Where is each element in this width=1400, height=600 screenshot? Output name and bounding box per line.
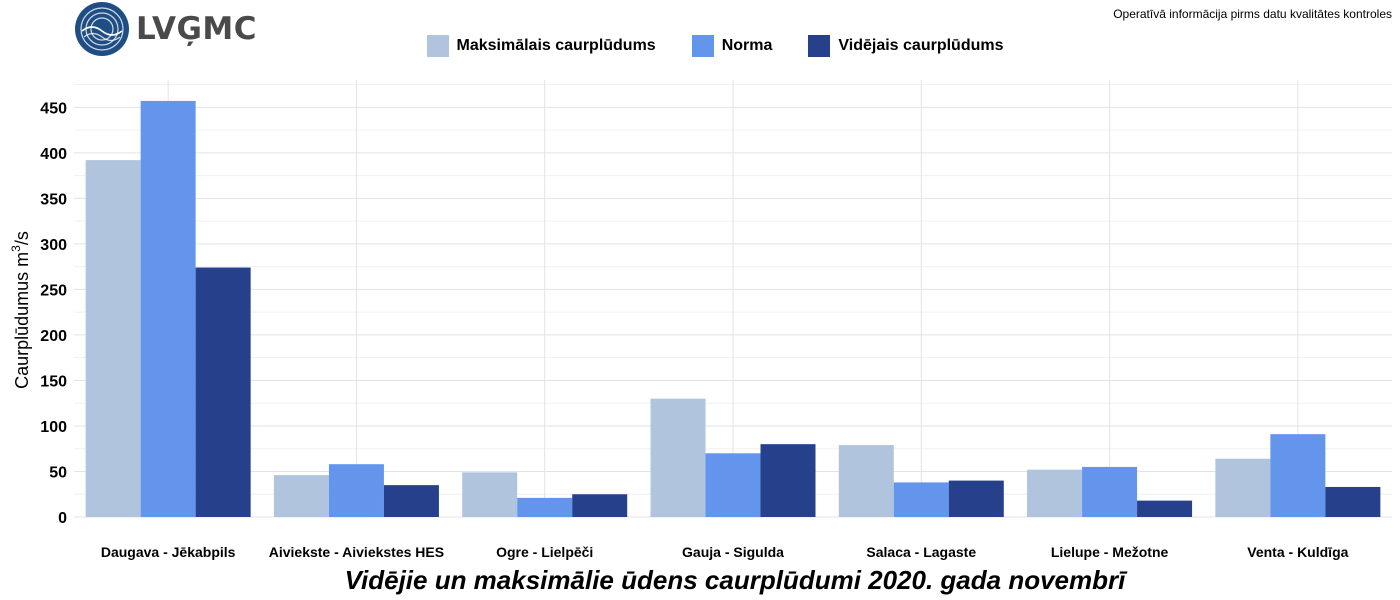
bar: [1270, 434, 1326, 517]
bar: [705, 453, 761, 517]
bar: [517, 497, 573, 517]
logo-text: LVĢMC: [136, 11, 258, 47]
bar: [273, 475, 329, 517]
bar: [85, 160, 141, 517]
bar: [1082, 466, 1138, 517]
logo-emblem-icon: [75, 2, 129, 56]
bar: [1027, 469, 1083, 517]
bar: [572, 494, 628, 517]
legend-label-max: Maksimālais caurplūdums: [456, 37, 656, 54]
logo: LVĢMC: [74, 0, 264, 58]
bar: [462, 472, 518, 517]
x-tick-label: Daugava - Jēkabpils: [101, 544, 236, 560]
x-tick-label: Gauja - Sigulda: [682, 544, 784, 560]
legend-label-avg: Vidējais caurplūdums: [838, 37, 1004, 54]
y-axis-label-sup: 3: [9, 245, 23, 252]
chart-legend: Maksimālais caurplūdums Norma Vidējais c…: [0, 35, 1400, 57]
chart-bars: [85, 100, 1381, 518]
legend-item-avg: Vidējais caurplūdums: [808, 35, 1003, 57]
chart-title: Vidējie un maksimālie ūdens caurplūdumi …: [344, 565, 1126, 595]
bar: [140, 100, 196, 518]
y-tick-label: 450: [40, 100, 67, 117]
bar: [948, 480, 1004, 517]
legend-swatch-norm: [691, 35, 714, 57]
bar: [1325, 486, 1381, 517]
y-tick-label: 150: [40, 373, 67, 390]
bar: [383, 485, 439, 517]
x-tick-label: Salaca - Lagaste: [866, 544, 976, 560]
legend-item-norm: Norma: [691, 35, 773, 57]
y-axis-label: Caurplūdumus m3/s: [9, 231, 32, 389]
y-tick-label: 0: [58, 510, 67, 527]
x-tick-label: Lielupe - Mežotne: [1051, 544, 1169, 560]
bar: [1137, 500, 1193, 517]
y-axis-label-tail: /s: [12, 231, 32, 245]
legend-swatch-max: [426, 35, 449, 57]
y-tick-label: 200: [40, 328, 67, 345]
y-tick-label: 250: [40, 282, 67, 299]
y-axis-label-main: Caurplūdumus m: [12, 252, 32, 389]
x-tick-label: Venta - Kuldīga: [1247, 544, 1348, 560]
legend-swatch-avg: [808, 35, 831, 57]
y-tick-label: 50: [49, 464, 67, 481]
bar: [195, 267, 251, 517]
chart-grid: [74, 80, 1392, 518]
y-axis: 0 50 100 150 200 250 300 350 400 450: [40, 100, 67, 527]
bar: [893, 482, 949, 517]
bar: [760, 444, 816, 517]
legend-item-max: Maksimālais caurplūdums: [426, 35, 656, 57]
y-tick-label: 350: [40, 191, 67, 208]
bar: [328, 464, 384, 517]
y-tick-label: 400: [40, 146, 67, 163]
bar: [1215, 458, 1271, 517]
x-tick-label: Aiviekste - Aiviekstes HES: [269, 544, 444, 560]
bar: [650, 398, 706, 517]
legend-label-norm: Norma: [721, 37, 773, 54]
x-axis: Daugava - Jēkabpils Aiviekste - Aiviekste…: [101, 544, 1349, 560]
y-tick-label: 100: [40, 419, 67, 436]
data-quality-note: Operatīvā informācija pirms datu kvalitā…: [1113, 7, 1392, 21]
y-tick-label: 300: [40, 237, 67, 254]
x-tick-label: Ogre - Lielpēči: [496, 544, 593, 560]
bar: [838, 445, 894, 517]
